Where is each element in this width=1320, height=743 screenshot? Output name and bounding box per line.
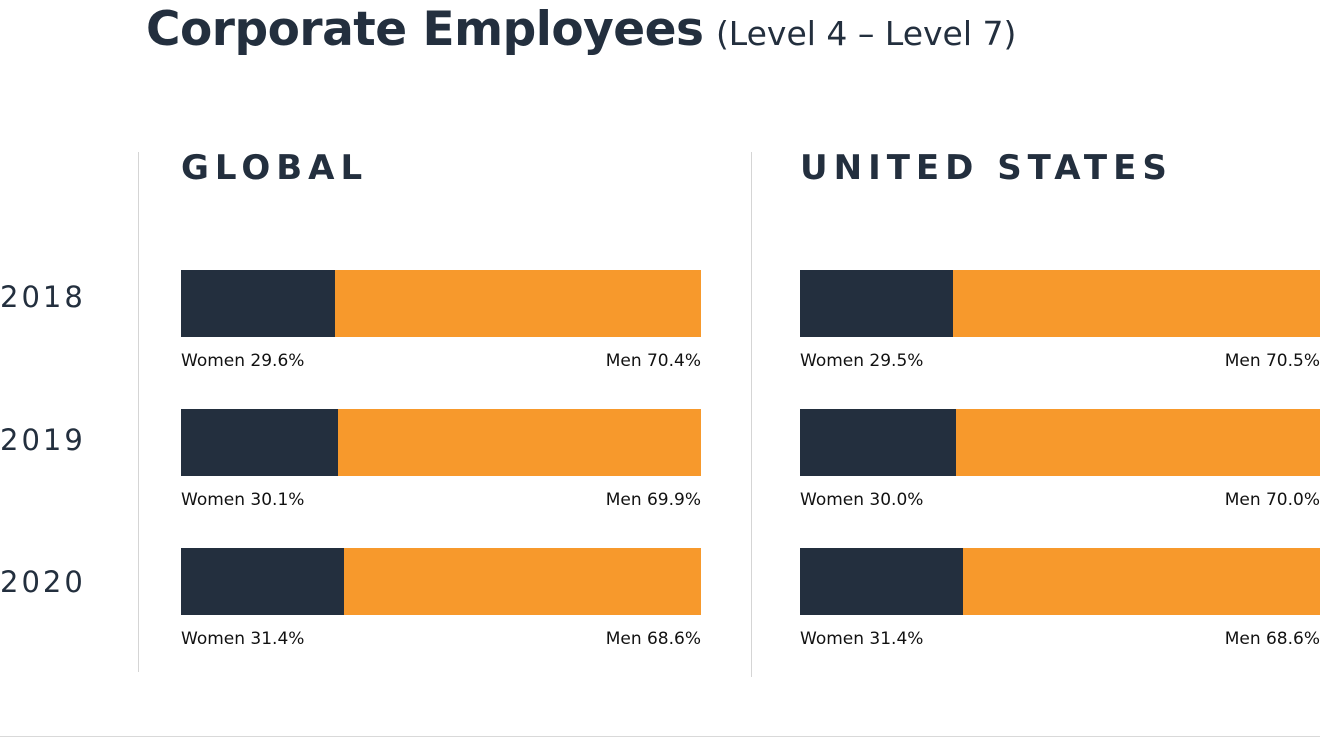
panel-title-united-states: UNITED STATES	[800, 148, 1173, 188]
year-label-2019: 2019	[0, 423, 86, 457]
bar-global-2020	[181, 548, 701, 615]
label-women-global-2019: Women 30.1%	[181, 490, 305, 510]
year-label-2020: 2020	[0, 565, 86, 599]
label-men-global-2018: Men 70.4%	[605, 351, 701, 371]
label-women-united-states-2018: Women 29.5%	[800, 351, 924, 371]
bar-global-2018	[181, 270, 701, 337]
chart-subtitle: (Level 4 – Level 7)	[715, 14, 1017, 53]
label-women-global-2020: Women 31.4%	[181, 629, 305, 649]
label-men-global-2020: Men 68.6%	[605, 629, 701, 649]
middle-divider	[751, 152, 752, 677]
label-women-united-states-2020: Women 31.4%	[800, 629, 924, 649]
bar-segment-men-united-states-2020	[963, 548, 1320, 615]
bar-united-states-2018	[800, 270, 1320, 337]
bar-segment-women-united-states-2018	[800, 270, 954, 337]
bar-segment-men-united-states-2018	[953, 270, 1320, 337]
bar-segment-women-united-states-2020	[800, 548, 964, 615]
bar-segment-women-global-2018	[181, 270, 335, 337]
bar-segment-men-united-states-2019	[956, 409, 1320, 476]
bar-united-states-2020	[800, 548, 1320, 615]
chart-title-block: Corporate Employees (Level 4 – Level 7)	[146, 2, 1016, 57]
label-women-united-states-2019: Women 30.0%	[800, 490, 924, 510]
year-label-2018: 2018	[0, 280, 86, 314]
bar-segment-men-global-2020	[344, 548, 701, 615]
bottom-rule	[0, 736, 1320, 737]
bar-segment-women-global-2019	[181, 409, 338, 476]
bar-segment-women-global-2020	[181, 548, 345, 615]
bar-segment-men-global-2019	[337, 409, 701, 476]
bar-segment-men-global-2018	[334, 270, 701, 337]
label-men-united-states-2018: Men 70.5%	[1224, 351, 1320, 371]
bar-global-2019	[181, 409, 701, 476]
chart-title: Corporate Employees	[146, 2, 704, 57]
label-men-united-states-2019: Men 70.0%	[1224, 490, 1320, 510]
label-men-united-states-2020: Men 68.6%	[1224, 629, 1320, 649]
panel-title-global: GLOBAL	[181, 148, 369, 188]
bar-segment-women-united-states-2019	[800, 409, 956, 476]
left-divider	[138, 152, 139, 672]
label-men-global-2019: Men 69.9%	[605, 490, 701, 510]
label-women-global-2018: Women 29.6%	[181, 351, 305, 371]
bar-united-states-2019	[800, 409, 1320, 476]
